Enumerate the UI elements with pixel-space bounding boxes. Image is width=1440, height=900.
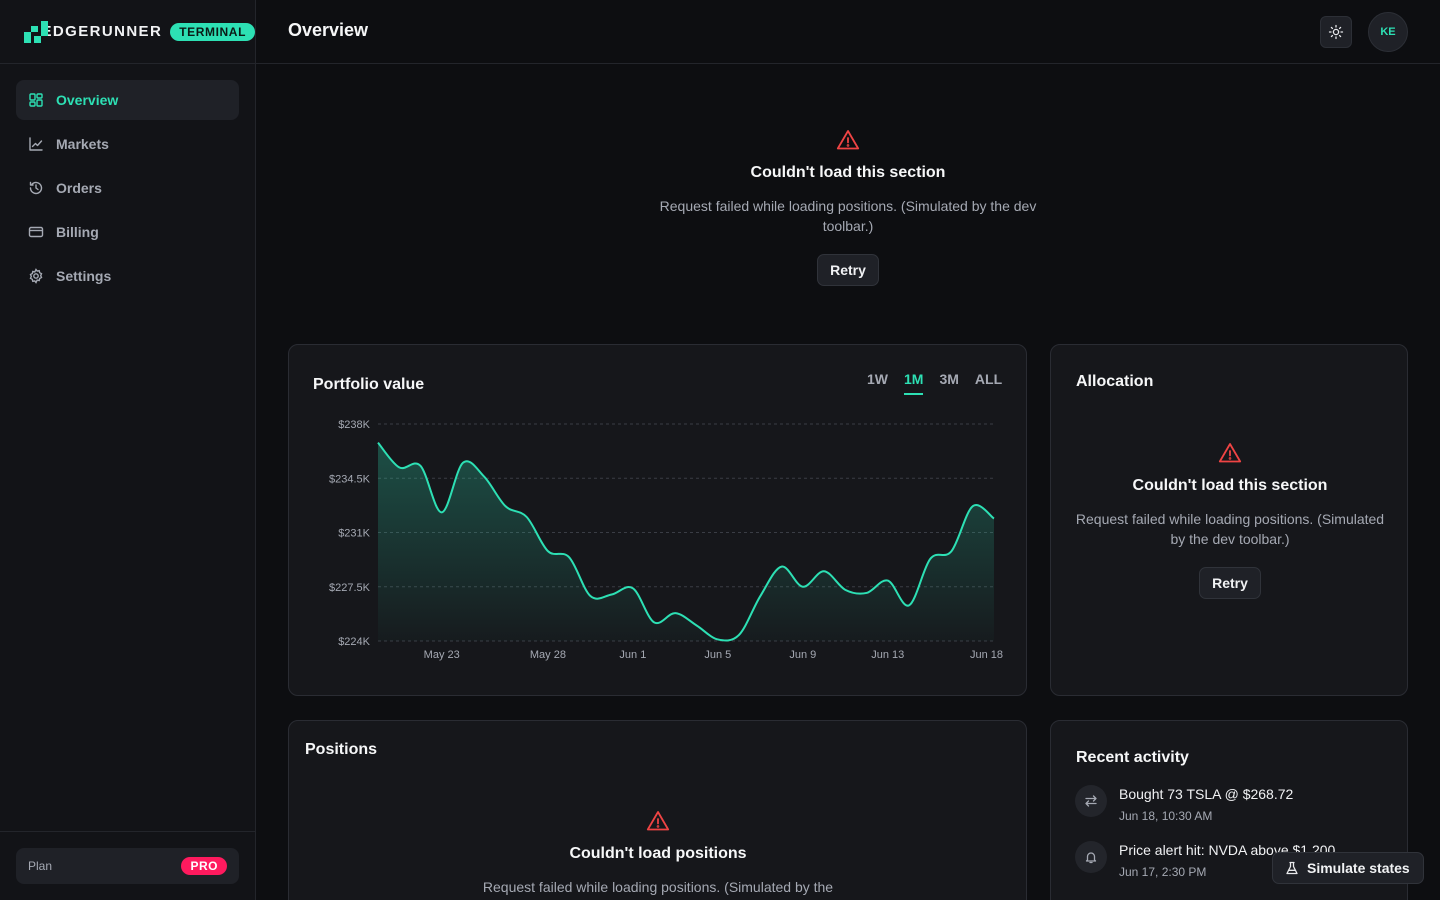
error-message: Request failed while loading positions. …: [1075, 511, 1385, 547]
x-tick-label: Jun 18: [970, 649, 1003, 661]
card-title: Allocation: [1076, 373, 1154, 390]
card-title: Positions: [305, 741, 378, 758]
sun-icon: [1328, 24, 1344, 40]
range-tab-1m[interactable]: 1M: [904, 371, 924, 395]
portfolio-line: [377, 441, 995, 642]
warning-triangle-icon: [646, 811, 670, 831]
brand[interactable]: EDGERUNNER TERMINAL: [0, 0, 255, 64]
card-title: Portfolio value: [313, 376, 425, 393]
sidebar-nav: Overview Markets Orders Billing Settings: [16, 80, 239, 300]
sidebar: EDGERUNNER TERMINAL Overview Markets Ord…: [0, 0, 256, 900]
allocation-card: Allocation Couldn't load this section Re…: [1050, 344, 1408, 696]
page-title: Overview: [288, 20, 369, 40]
brand-badge: TERMINAL: [170, 22, 255, 41]
range-tab-all[interactable]: ALL: [974, 371, 1003, 387]
top-header: Overview KE: [256, 0, 1440, 64]
activity-list: Bought 73 TSLA @ $268.72 Jun 18, 10:30 A…: [1075, 785, 1405, 897]
simulate-states-label: Simulate states: [1307, 860, 1410, 876]
x-tick-label: Jun 5: [704, 649, 731, 661]
credit-card-icon: [28, 226, 44, 238]
brand-name: EDGERUNNER: [41, 23, 163, 40]
error-message: Request failed while loading positions. …: [659, 198, 1037, 234]
x-tick-label: Jun 9: [789, 649, 816, 661]
positions-error-state: Couldn't load positions Request failed w…: [458, 809, 858, 897]
activity-time: Jun 18, 10:30 AM: [1119, 809, 1213, 823]
activity-item[interactable]: Bought 73 TSLA @ $268.72 Jun 18, 10:30 A…: [1075, 785, 1405, 841]
swap-arrows-icon: [1075, 785, 1107, 817]
range-tab-3m[interactable]: 3M: [939, 371, 959, 387]
error-title: Couldn't load this section: [750, 164, 946, 181]
activity-title: Bought 73 TSLA @ $268.72: [1119, 786, 1294, 802]
sidebar-item-settings[interactable]: Settings: [16, 256, 239, 296]
simulate-states-button[interactable]: Simulate states: [1272, 852, 1424, 884]
error-message: Request failed while loading positions. …: [482, 879, 834, 895]
sidebar-item-label: Billing: [56, 224, 99, 240]
activity-time: Jun 17, 2:30 PM: [1119, 865, 1207, 879]
plan-label: Plan: [28, 859, 53, 873]
avatar[interactable]: KE: [1368, 12, 1408, 52]
layout-grid-icon: [29, 93, 43, 107]
x-tick-label: May 28: [530, 649, 566, 661]
retry-button[interactable]: Retry: [817, 254, 879, 286]
plan-card[interactable]: Plan PRO: [16, 848, 239, 884]
overview-error-state: Couldn't load this section Request faile…: [648, 128, 1048, 286]
x-tick-label: Jun 13: [871, 649, 904, 661]
sidebar-item-markets[interactable]: Markets: [16, 124, 239, 164]
allocation-error-state: Couldn't load this section Request faile…: [1071, 441, 1389, 599]
range-tabs: 1W 1M 3M ALL: [867, 371, 1018, 395]
error-title: Couldn't load positions: [569, 845, 747, 862]
y-tick-label: $231K: [338, 528, 370, 540]
warning-triangle-icon: [1218, 443, 1242, 463]
error-title: Couldn't load this section: [1132, 477, 1328, 494]
positions-card: Positions Couldn't load positions Reques…: [288, 720, 1027, 900]
y-tick-label: $234.5K: [329, 473, 371, 485]
y-tick-label: $238K: [338, 419, 370, 431]
plan-footer: Plan PRO: [0, 831, 255, 900]
sidebar-item-billing[interactable]: Billing: [16, 212, 239, 252]
gear-icon: [29, 268, 43, 284]
recent-activity-card: Recent activity Bought 73 TSLA @ $268.72…: [1050, 720, 1408, 900]
card-title: Recent activity: [1076, 749, 1189, 766]
sidebar-item-label: Markets: [56, 136, 109, 152]
line-chart-icon: [29, 137, 43, 151]
y-tick-label: $224K: [338, 636, 370, 648]
y-tick-label: $227.5K: [329, 582, 371, 594]
portfolio-chart: $238K $234.5K $231K $227.5K $224K May 23 May 2…: [329, 419, 1003, 661]
history-icon: [29, 181, 43, 195]
sidebar-item-orders[interactable]: Orders: [16, 168, 239, 208]
range-tab-1w[interactable]: 1W: [867, 371, 888, 387]
sidebar-item-label: Orders: [56, 180, 102, 196]
sidebar-item-overview[interactable]: Overview: [16, 80, 239, 120]
bell-icon: [1075, 841, 1107, 873]
brand-logo-icon: [24, 20, 48, 43]
sidebar-item-label: Overview: [56, 92, 119, 108]
plan-badge: PRO: [181, 857, 227, 875]
retry-button[interactable]: Retry: [1199, 567, 1261, 599]
warning-triangle-icon: [836, 130, 860, 150]
portfolio-area: [378, 442, 994, 641]
x-tick-label: May 23: [424, 649, 460, 661]
theme-toggle-button[interactable]: [1320, 16, 1352, 48]
portfolio-card: Portfolio value 1W 1M 3M ALL $238K $234.5…: [288, 344, 1027, 696]
flask-icon: [1286, 861, 1298, 875]
sidebar-item-label: Settings: [56, 268, 112, 284]
x-tick-label: Jun 1: [619, 649, 646, 661]
